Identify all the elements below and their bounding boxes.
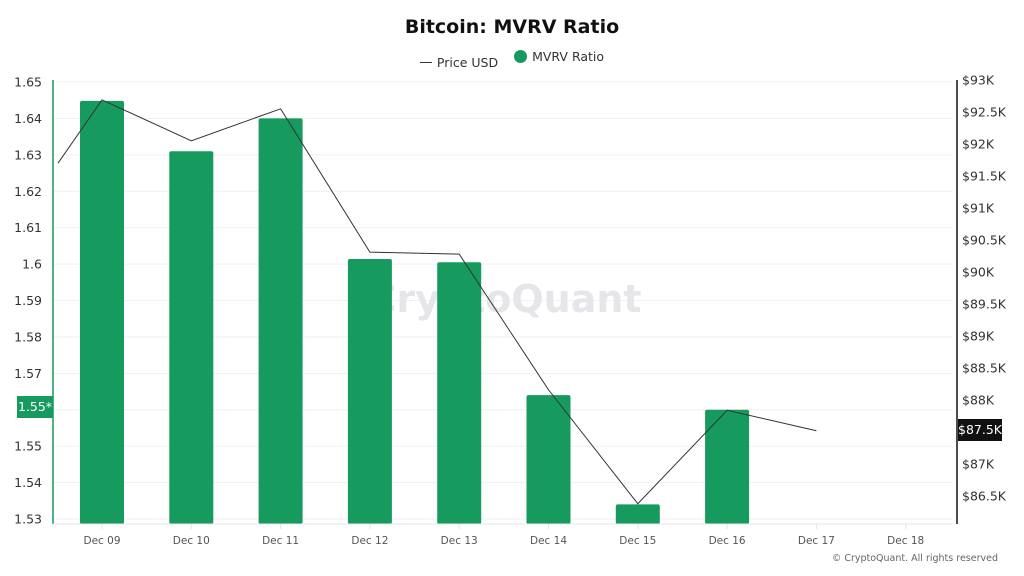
right-axis-tick: $87K	[962, 457, 995, 472]
copyright-text: © CryptoQuant. All rights reserved	[831, 553, 998, 564]
x-axis-tick: Dec 16	[709, 535, 746, 547]
x-axis-tick: Dec 12	[351, 535, 388, 547]
right-axis-tick: $90K	[962, 265, 995, 280]
mvrv-bar[interactable]	[347, 258, 392, 524]
price-line[interactable]	[57, 99, 817, 505]
x-axis-tick: Dec 15	[619, 535, 656, 547]
mvrv-bar[interactable]	[705, 409, 750, 524]
left-axis-tick: 1.54	[14, 475, 42, 490]
chart-title: Bitcoin: MVRV Ratio	[404, 16, 620, 38]
x-axis-tick: Dec 13	[441, 535, 478, 547]
left-axis-tick: 1.55	[14, 439, 42, 454]
right-axis-tick: $86.5K	[962, 489, 1007, 504]
legend-item-mvrv[interactable]: MVRV Ratio	[514, 49, 604, 64]
left-axis-tick: 1.53	[14, 512, 42, 527]
legend-item-price[interactable]: Price USD	[419, 55, 499, 70]
mvrv-bar[interactable]	[526, 395, 571, 524]
x-axis-tick: Dec 14	[530, 535, 567, 547]
x-axis-tick: Dec 09	[83, 535, 120, 547]
left-axis-tick: 1.57	[14, 366, 42, 381]
left-axis-tick: 1.64	[14, 111, 42, 126]
left-axis-tick: 1.62	[14, 184, 42, 199]
mvrv-bar[interactable]	[169, 151, 214, 525]
x-axis-tick: Dec 18	[887, 535, 924, 547]
right-axis-tick: $90.5K	[962, 233, 1007, 248]
chart-legend: Price USD MVRV Ratio	[0, 49, 1024, 70]
mvrv-bar[interactable]	[80, 100, 124, 524]
left-axis-tick: 1.6	[22, 257, 42, 272]
left-axis-tick: 1.59	[14, 293, 42, 308]
right-axis-tick: $92.5K	[962, 105, 1007, 120]
left-axis-tick: 1.61	[14, 220, 42, 235]
line-swatch-icon	[419, 62, 432, 63]
current-price-badge: $87.5K	[958, 419, 1002, 441]
right-axis-tick: $88.5K	[962, 361, 1007, 376]
right-axis-tick: $91K	[962, 201, 995, 216]
left-axis-tick: 1.65	[14, 75, 42, 90]
legend-label-mvrv: MVRV Ratio	[532, 49, 605, 64]
mvrv-bar[interactable]	[258, 118, 303, 525]
right-axis-tick: $91.5K	[962, 169, 1007, 184]
x-axis-tick: Dec 17	[798, 535, 835, 547]
right-axis-tick: $88K	[962, 393, 995, 408]
mvrv-bar[interactable]	[437, 262, 482, 524]
watermark: CryptoQuant	[368, 277, 641, 321]
legend-label-price: Price USD	[436, 55, 499, 70]
dot-swatch-icon	[514, 50, 528, 63]
left-axis-tick: 1.63	[14, 147, 42, 162]
right-axis-tick: $89.5K	[962, 297, 1007, 312]
right-axis-tick: $92K	[962, 137, 995, 152]
x-axis-tick: Dec 11	[262, 535, 299, 547]
left-axis-tick: 1.58	[14, 329, 42, 344]
x-axis-tick: Dec 10	[173, 535, 210, 547]
current-mvrv-badge: 1.55*	[17, 396, 53, 418]
right-axis-tick: $89K	[962, 329, 995, 344]
mvrv-bar[interactable]	[615, 504, 660, 524]
right-axis-tick: $93K	[962, 73, 995, 88]
